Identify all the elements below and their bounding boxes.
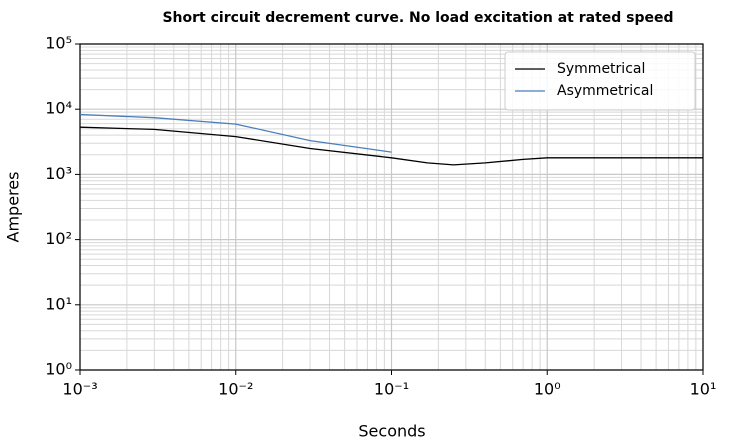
line-series: [79, 113, 392, 153]
y-tick-label: 10⁴: [45, 99, 72, 118]
plot-frame: [79, 43, 704, 371]
legend-box: [504, 51, 696, 111]
legend: Symmetrical Asymmetrical: [504, 51, 696, 111]
y-tick-label: 10²: [45, 229, 72, 248]
legend-label: Asymmetrical: [557, 83, 653, 99]
y-tick-label: 10³: [45, 164, 72, 183]
x-tick-label: 10⁻¹: [374, 380, 409, 399]
x-tick-label: 10⁻³: [62, 380, 97, 399]
legend-label: Symmetrical: [557, 61, 645, 77]
y-tick-label: 10¹: [45, 294, 72, 313]
y-axis-label: Amperes: [4, 172, 23, 243]
x-axis-label: Seconds: [358, 422, 425, 441]
x-tick-label: 10⁻²: [218, 380, 253, 399]
y-tick-label: 10⁵: [45, 34, 72, 53]
x-tick-label: 10⁰: [534, 380, 561, 399]
y-tick-label: 10⁰: [45, 360, 72, 379]
line-series: [79, 126, 703, 166]
chart-title: Short circuit decrement curve. No load e…: [162, 10, 673, 26]
x-tick-label: 10¹: [690, 380, 717, 399]
